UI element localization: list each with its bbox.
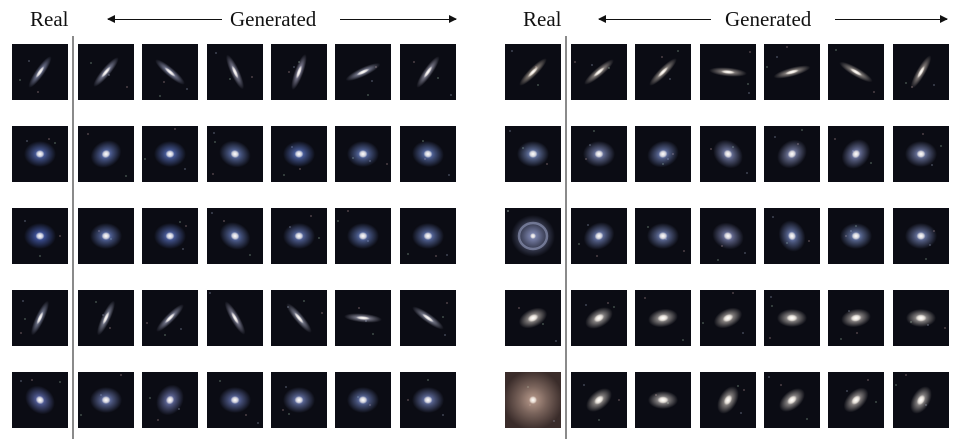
- generated-galaxy-image: [207, 372, 263, 428]
- generated-galaxy-image: [893, 372, 949, 428]
- real-galaxy-image: [505, 208, 561, 264]
- generated-galaxy-image: [635, 372, 691, 428]
- generated-galaxy-image: [764, 208, 820, 264]
- generated-header: Generated: [725, 7, 812, 31]
- generated-galaxy-image: [893, 290, 949, 346]
- real-header: Real: [523, 7, 562, 31]
- generated-galaxy-image: [828, 290, 884, 346]
- generated-galaxy-image: [335, 208, 391, 264]
- generated-galaxy-image: [700, 126, 756, 182]
- generated-galaxy-image: [271, 208, 327, 264]
- real-galaxy-image: [505, 372, 561, 428]
- generated-galaxy-image: [78, 290, 134, 346]
- generated-galaxy-image: [400, 372, 456, 428]
- generated-galaxy-image: [700, 372, 756, 428]
- generated-galaxy-image: [207, 44, 263, 100]
- generated-galaxy-image: [828, 44, 884, 100]
- generated-galaxy-image: [271, 44, 327, 100]
- generated-galaxy-image: [893, 126, 949, 182]
- real-galaxy-image: [505, 44, 561, 100]
- generated-galaxy-image: [571, 126, 627, 182]
- generated-galaxy-image: [571, 372, 627, 428]
- generated-galaxy-image: [828, 372, 884, 428]
- generated-galaxy-image: [335, 290, 391, 346]
- real-galaxy-image: [12, 372, 68, 428]
- generated-galaxy-image: [335, 126, 391, 182]
- generated-galaxy-image: [700, 290, 756, 346]
- generated-galaxy-image: [142, 126, 198, 182]
- generated-galaxy-image: [142, 290, 198, 346]
- generated-galaxy-image: [635, 290, 691, 346]
- real-galaxy-image: [505, 290, 561, 346]
- real-galaxy-image: [12, 126, 68, 182]
- generated-galaxy-image: [700, 44, 756, 100]
- generated-galaxy-image: [635, 126, 691, 182]
- real-galaxy-image: [505, 126, 561, 182]
- real-galaxy-image: [12, 290, 68, 346]
- right-arrow: [835, 15, 948, 23]
- generated-galaxy-image: [400, 44, 456, 100]
- generated-galaxy-image: [571, 208, 627, 264]
- generated-galaxy-image: [207, 126, 263, 182]
- real-header: Real: [30, 7, 69, 31]
- generated-galaxy-image: [764, 372, 820, 428]
- left-arrow: [598, 15, 711, 23]
- generated-galaxy-image: [207, 208, 263, 264]
- right-arrow: [340, 15, 457, 23]
- generated-galaxy-image: [764, 44, 820, 100]
- generated-galaxy-image: [78, 208, 134, 264]
- generated-galaxy-image: [400, 126, 456, 182]
- left-arrow: [107, 15, 222, 23]
- left-panel: Real Generated: [0, 0, 470, 441]
- generated-galaxy-image: [142, 44, 198, 100]
- generated-galaxy-image: [635, 208, 691, 264]
- generated-galaxy-image: [78, 44, 134, 100]
- generated-galaxy-image: [700, 208, 756, 264]
- generated-galaxy-image: [335, 44, 391, 100]
- generated-galaxy-image: [764, 290, 820, 346]
- right-panel: Real Generated: [493, 0, 960, 441]
- real-galaxy-image: [12, 208, 68, 264]
- generated-galaxy-image: [764, 126, 820, 182]
- generated-galaxy-image: [828, 126, 884, 182]
- generated-galaxy-image: [893, 208, 949, 264]
- generated-galaxy-image: [271, 126, 327, 182]
- real-generated-divider: [72, 36, 74, 439]
- generated-galaxy-image: [142, 372, 198, 428]
- generated-galaxy-image: [271, 372, 327, 428]
- generated-galaxy-image: [78, 372, 134, 428]
- generated-galaxy-image: [271, 290, 327, 346]
- generated-galaxy-image: [400, 290, 456, 346]
- generated-galaxy-image: [207, 290, 263, 346]
- generated-galaxy-image: [571, 44, 627, 100]
- generated-galaxy-image: [400, 208, 456, 264]
- generated-galaxy-image: [893, 44, 949, 100]
- real-galaxy-image: [12, 44, 68, 100]
- real-generated-divider: [565, 36, 567, 439]
- generated-galaxy-image: [571, 290, 627, 346]
- generated-galaxy-image: [828, 208, 884, 264]
- generated-galaxy-image: [335, 372, 391, 428]
- generated-galaxy-image: [635, 44, 691, 100]
- generated-galaxy-image: [78, 126, 134, 182]
- generated-galaxy-image: [142, 208, 198, 264]
- generated-header: Generated: [230, 7, 317, 31]
